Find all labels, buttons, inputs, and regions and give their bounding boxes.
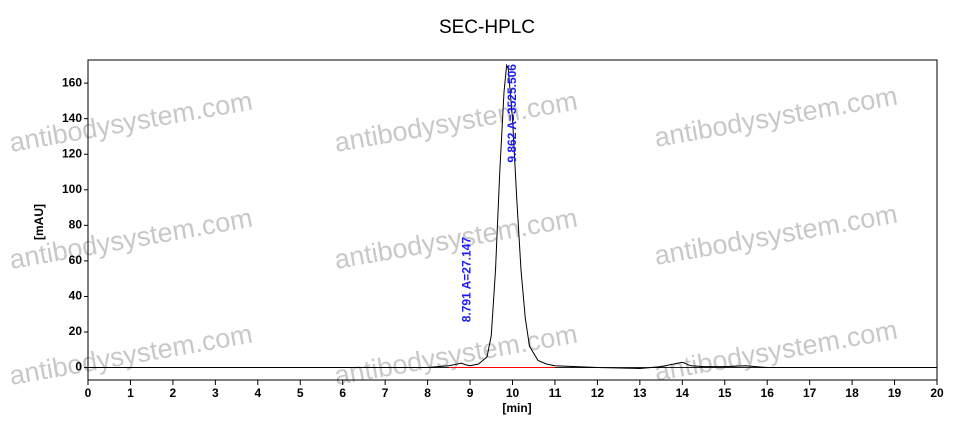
peak-annotation: 8.791 A=27.147 — [459, 237, 473, 323]
x-tick-label: 6 — [339, 386, 346, 400]
watermark: antibodysystem.com — [332, 203, 580, 275]
x-tick-label: 5 — [297, 386, 304, 400]
watermark: antibodysystem.com — [332, 86, 580, 158]
x-tick-label: 1 — [127, 386, 134, 400]
chart-title: SEC-HPLC — [439, 17, 535, 38]
x-tick-label: 11 — [549, 386, 562, 400]
x-tick-label: 8 — [424, 386, 431, 400]
y-tick-label: 40 — [69, 289, 83, 303]
y-tick-label: 80 — [69, 218, 83, 232]
chromatogram-line — [88, 63, 937, 369]
y-tick-label: 100 — [62, 182, 82, 196]
x-tick-label: 3 — [212, 386, 219, 400]
x-tick-label: 13 — [633, 386, 647, 400]
watermarks: antibodysystem.com antibodysystem.com an… — [7, 81, 900, 391]
y-tick-label: 60 — [69, 253, 83, 267]
y-tick-label: 160 — [62, 75, 82, 89]
x-tick-label: 16 — [761, 386, 775, 400]
watermark: antibodysystem.com — [652, 315, 900, 387]
x-tick-label: 19 — [888, 386, 902, 400]
x-tick-label: 2 — [170, 386, 177, 400]
y-tick-label: 0 — [75, 360, 82, 374]
peak-annotation: 9.862 A=3525.506 — [505, 64, 519, 163]
x-tick-label: 18 — [845, 386, 859, 400]
x-axis-label: [min] — [502, 401, 531, 415]
y-tick-label: 140 — [62, 111, 82, 125]
x-tick-label: 15 — [718, 386, 732, 400]
y-axis-label: [mAU] — [32, 204, 46, 240]
x-tick-label: 0 — [85, 386, 92, 400]
x-tick-label: 10 — [506, 386, 520, 400]
x-tick-label: 14 — [676, 386, 690, 400]
y-tick-label: 120 — [62, 146, 82, 160]
watermark: antibodysystem.com — [652, 199, 900, 271]
x-tick-label: 17 — [803, 386, 817, 400]
x-tick-label: 20 — [930, 386, 944, 400]
watermark: antibodysystem.com — [652, 81, 900, 153]
x-tick-label: 4 — [254, 386, 261, 400]
x-tick-label: 12 — [591, 386, 605, 400]
x-tick-label: 7 — [382, 386, 389, 400]
watermark: antibodysystem.com — [7, 86, 255, 158]
y-tick-label: 20 — [69, 324, 83, 338]
x-tick-label: 9 — [467, 386, 474, 400]
